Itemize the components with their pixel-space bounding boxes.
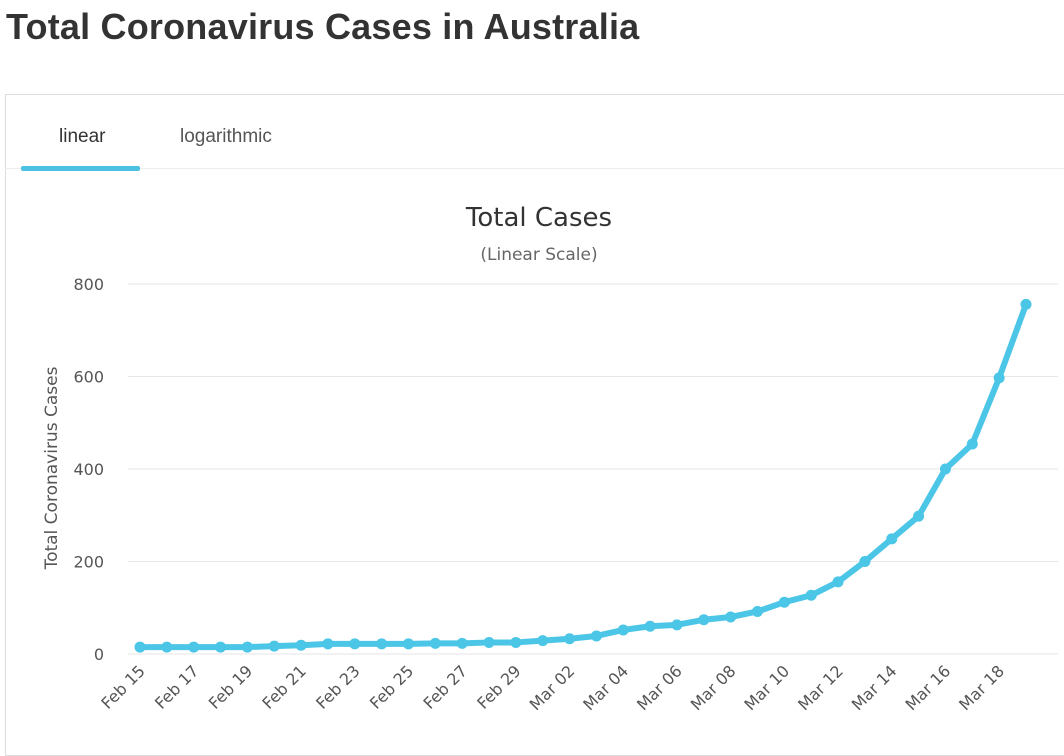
data-point	[402, 638, 414, 650]
data-point	[349, 638, 361, 650]
data-point	[510, 636, 522, 648]
active-tab-indicator	[21, 166, 140, 171]
data-point	[698, 614, 710, 626]
x-tick-labels: Feb 15 Feb 17 Feb 19 Feb 21 Feb 23 Feb 25 Feb …	[97, 661, 1008, 714]
data-point	[671, 619, 683, 631]
data-point	[376, 638, 388, 650]
data-point	[483, 636, 495, 648]
data-point	[993, 372, 1005, 384]
grid-lines	[128, 283, 1058, 655]
x-tick-label: Feb 15	[97, 661, 148, 712]
data-point	[590, 630, 602, 642]
x-tick-label: Feb 27	[420, 661, 471, 712]
tab-linear[interactable]: linear	[59, 126, 106, 147]
tab-logarithmic[interactable]: logarithmic	[180, 126, 272, 147]
y-tick-label: 600	[73, 368, 104, 387]
data-point	[805, 589, 817, 601]
data-point	[617, 624, 629, 636]
y-axis-label: Total Coronavirus Cases	[42, 366, 62, 570]
data-point	[644, 620, 656, 632]
chart-title: Total Cases	[465, 203, 612, 233]
y-tick-label: 0	[94, 645, 104, 664]
chart-svg: Total Cases (Linear Scale) Total Coronav…	[42, 203, 1058, 714]
x-tick-label: Feb 29	[473, 661, 524, 712]
x-tick-label: Mar 10	[740, 661, 793, 714]
y-tick-label: 400	[73, 460, 104, 479]
data-point	[859, 556, 871, 567]
data-point	[564, 633, 576, 645]
data-point	[966, 438, 978, 450]
data-point	[215, 641, 227, 653]
data-point	[134, 641, 146, 653]
x-tick-label: Feb 19	[205, 661, 256, 712]
data-point	[429, 637, 441, 649]
x-tick-label: Mar 16	[902, 661, 955, 714]
data-point	[725, 611, 737, 623]
x-tick-label: Mar 08	[687, 661, 740, 714]
x-tick-label: Feb 23	[312, 661, 363, 712]
data-point	[161, 641, 173, 653]
x-tick-label: Mar 18	[955, 661, 1008, 714]
series-total-cases	[134, 298, 1032, 653]
data-point	[1020, 298, 1032, 310]
y-tick-label: 200	[73, 553, 104, 572]
x-tick-label: Mar 02	[526, 661, 579, 714]
x-tick-label: Feb 17	[151, 661, 202, 712]
data-point	[322, 638, 334, 650]
data-point	[188, 641, 200, 653]
x-tick-label: Mar 04	[579, 661, 632, 714]
y-tick-labels: 0 200 400 600 800	[73, 275, 104, 664]
x-tick-label: Feb 25	[366, 661, 417, 712]
chart-subtitle: (Linear Scale)	[480, 245, 597, 265]
page-title: Total Coronavirus Cases in Australia	[6, 6, 640, 47]
data-point	[295, 639, 307, 651]
data-point	[832, 576, 844, 588]
scale-tabs: linear logarithmic	[5, 94, 1064, 171]
data-point	[268, 640, 280, 652]
x-tick-label: Mar 12	[794, 661, 847, 714]
data-point	[913, 510, 925, 522]
data-point	[456, 637, 468, 649]
x-tick-label: Mar 06	[633, 661, 686, 714]
data-point	[939, 463, 951, 475]
data-point	[778, 596, 790, 608]
x-tick-label: Feb 21	[258, 661, 309, 712]
data-point	[537, 635, 549, 647]
y-tick-label: 800	[73, 275, 104, 294]
data-point	[241, 641, 253, 653]
x-tick-label: Mar 14	[848, 661, 901, 714]
series-line	[137, 301, 1029, 651]
data-point	[752, 605, 764, 617]
data-point	[886, 533, 898, 545]
